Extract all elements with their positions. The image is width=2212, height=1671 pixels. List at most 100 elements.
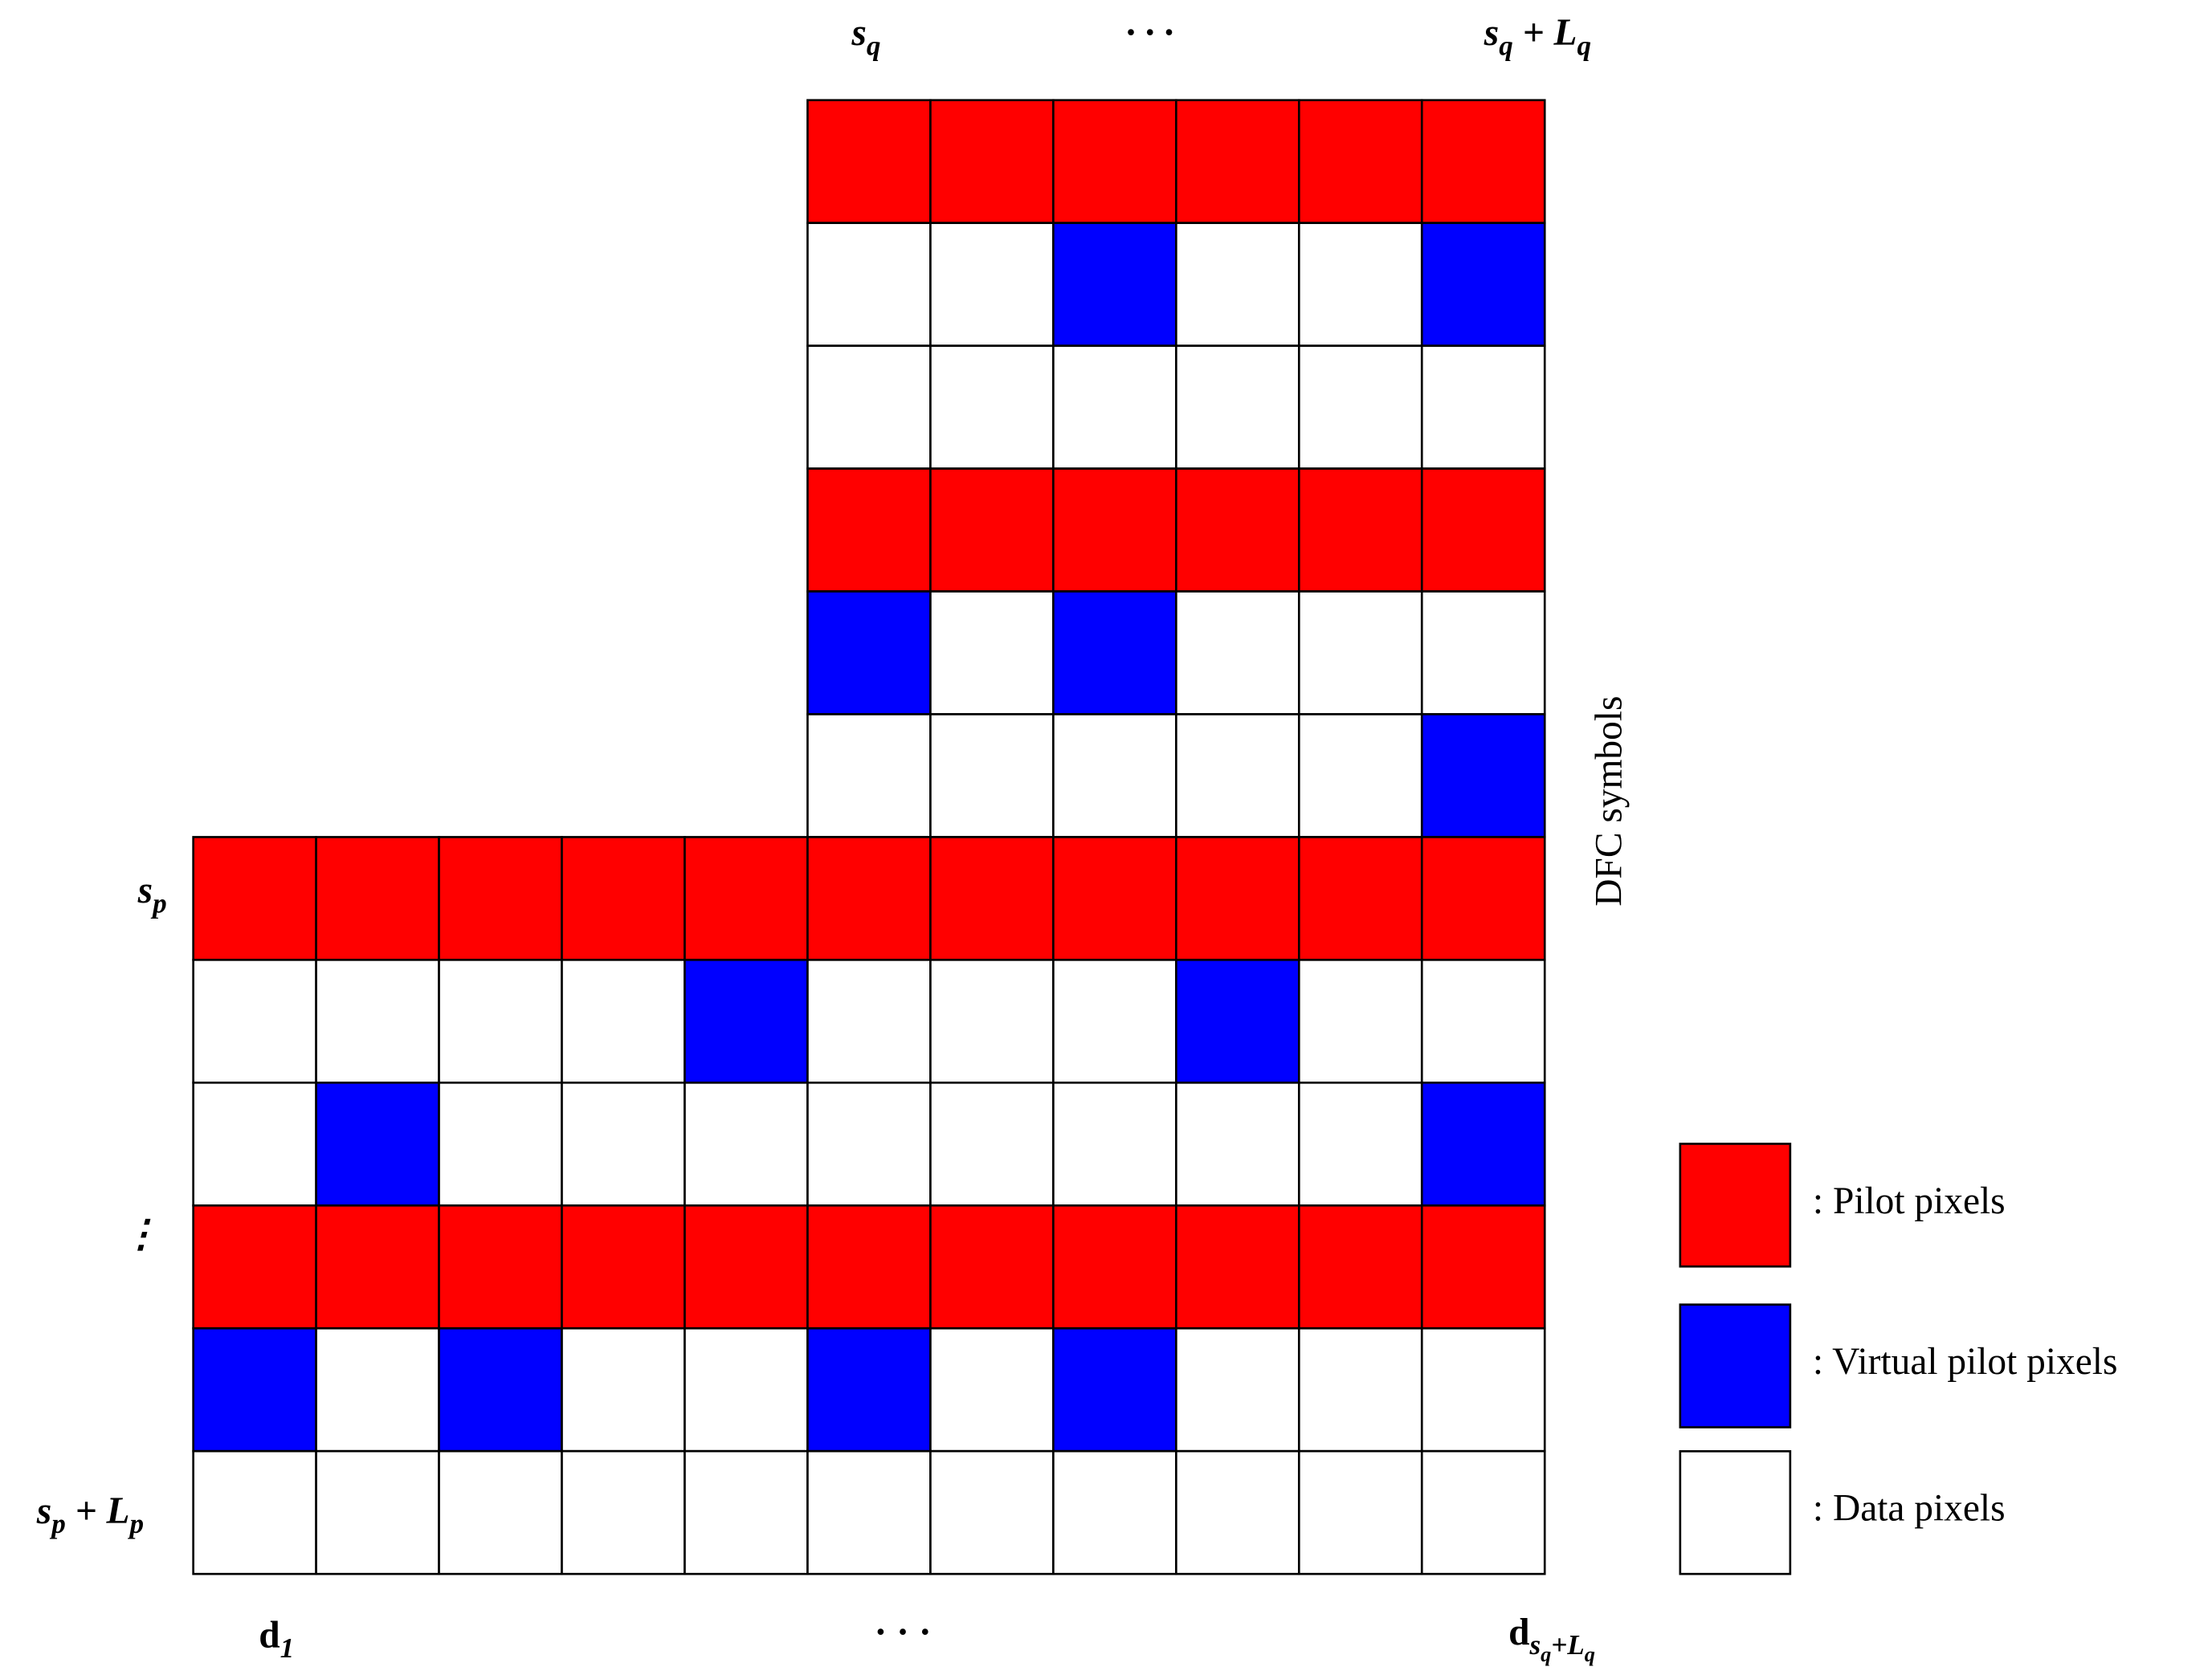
pixel <box>1297 836 1423 961</box>
pixel <box>1297 1449 1423 1575</box>
label-part: + L <box>66 1490 130 1532</box>
pixel <box>929 99 1055 224</box>
label-part: s <box>36 1490 51 1532</box>
pixel <box>929 836 1055 961</box>
pixel <box>684 836 809 961</box>
pixel <box>1420 1204 1546 1330</box>
label-part: ⋮ <box>122 1214 160 1256</box>
pixel <box>1175 836 1300 961</box>
pixel <box>1420 1449 1546 1575</box>
pixel <box>929 344 1055 470</box>
pixel-grid <box>192 99 1546 1575</box>
label-part: d <box>1508 1612 1529 1653</box>
pixel <box>806 99 932 224</box>
legend-label: : Data pixels <box>1813 1488 2006 1530</box>
pixel <box>684 1327 809 1453</box>
label-part: p <box>49 1508 66 1539</box>
label-part: +L <box>1551 1629 1584 1661</box>
pixel <box>1175 99 1300 224</box>
legend-label: : Virtual pilot pixels <box>1813 1341 2117 1383</box>
pixel <box>806 1082 932 1207</box>
label-part: q <box>1541 1643 1551 1666</box>
pixel <box>1297 1204 1423 1330</box>
label-part: s <box>1484 12 1499 54</box>
pixel <box>192 1204 317 1330</box>
legend-swatch <box>1679 1303 1792 1429</box>
pixel <box>1420 99 1546 224</box>
pixel <box>806 1449 932 1575</box>
pixel <box>806 590 932 715</box>
column-label: · · · <box>1126 12 1173 54</box>
pixel <box>561 1327 686 1453</box>
column-label: sq + Lq <box>1484 12 1591 61</box>
pixel <box>315 959 440 1084</box>
pixel <box>1420 1082 1546 1207</box>
pixel <box>315 1327 440 1453</box>
pixel <box>1297 590 1423 715</box>
pixel <box>1175 1204 1300 1330</box>
pixel <box>1052 1449 1177 1575</box>
pixel <box>929 1327 1055 1453</box>
pixel <box>315 1204 440 1330</box>
pixel <box>1175 959 1300 1084</box>
label-part: s <box>1528 1629 1541 1661</box>
pixel <box>684 1082 809 1207</box>
pixel <box>1420 344 1546 470</box>
pixel <box>806 713 932 838</box>
pixel <box>192 1082 317 1207</box>
pixel <box>561 1082 686 1207</box>
pixel <box>806 836 932 961</box>
pixel <box>684 959 809 1084</box>
label-part: d <box>259 1614 280 1656</box>
pixel <box>192 1327 317 1453</box>
pixel <box>1052 590 1177 715</box>
pixel <box>315 1082 440 1207</box>
axis-label: DFC symbols <box>1588 696 1630 907</box>
column-label: d1 <box>259 1614 294 1663</box>
pixel <box>1175 467 1300 593</box>
pixel <box>1297 1082 1423 1207</box>
pixel <box>1297 959 1423 1084</box>
pixel <box>192 959 317 1084</box>
pixel <box>929 222 1055 347</box>
pixel <box>806 959 932 1084</box>
pixel <box>1052 1327 1177 1453</box>
pixel <box>438 959 563 1084</box>
pixel <box>806 467 932 593</box>
pixel <box>1052 959 1177 1084</box>
label-part: q <box>1585 1643 1595 1666</box>
pixel <box>1175 1327 1300 1453</box>
pixel <box>1052 467 1177 593</box>
pixel <box>192 1449 317 1575</box>
pixel <box>1052 1204 1177 1330</box>
label-part: s <box>137 870 153 911</box>
pixel <box>438 1204 563 1330</box>
legend-label: : Pilot pixels <box>1813 1180 2006 1222</box>
pixel <box>1420 959 1546 1084</box>
column-label: · · · <box>875 1612 932 1653</box>
label-part: · · · <box>1126 12 1173 54</box>
label-part: + L <box>1513 12 1577 54</box>
pixel <box>315 1449 440 1575</box>
pixel <box>1052 99 1177 224</box>
pixel <box>929 1449 1055 1575</box>
pixel <box>1297 713 1423 838</box>
pixel <box>1052 713 1177 838</box>
pixel <box>561 959 686 1084</box>
label-part: p <box>150 887 167 919</box>
label-part: s <box>851 12 866 54</box>
pixel <box>438 836 563 961</box>
pixel <box>806 222 932 347</box>
pixel <box>1420 1327 1546 1453</box>
pixel <box>1175 1082 1300 1207</box>
pixel <box>929 590 1055 715</box>
pixel <box>1420 467 1546 593</box>
pixel <box>1420 590 1546 715</box>
pixel <box>929 1204 1055 1330</box>
legend-swatch <box>1679 1143 1792 1268</box>
pixel <box>561 1204 686 1330</box>
pixel <box>684 1449 809 1575</box>
legend-swatch <box>1679 1450 1792 1575</box>
pixel <box>1052 222 1177 347</box>
